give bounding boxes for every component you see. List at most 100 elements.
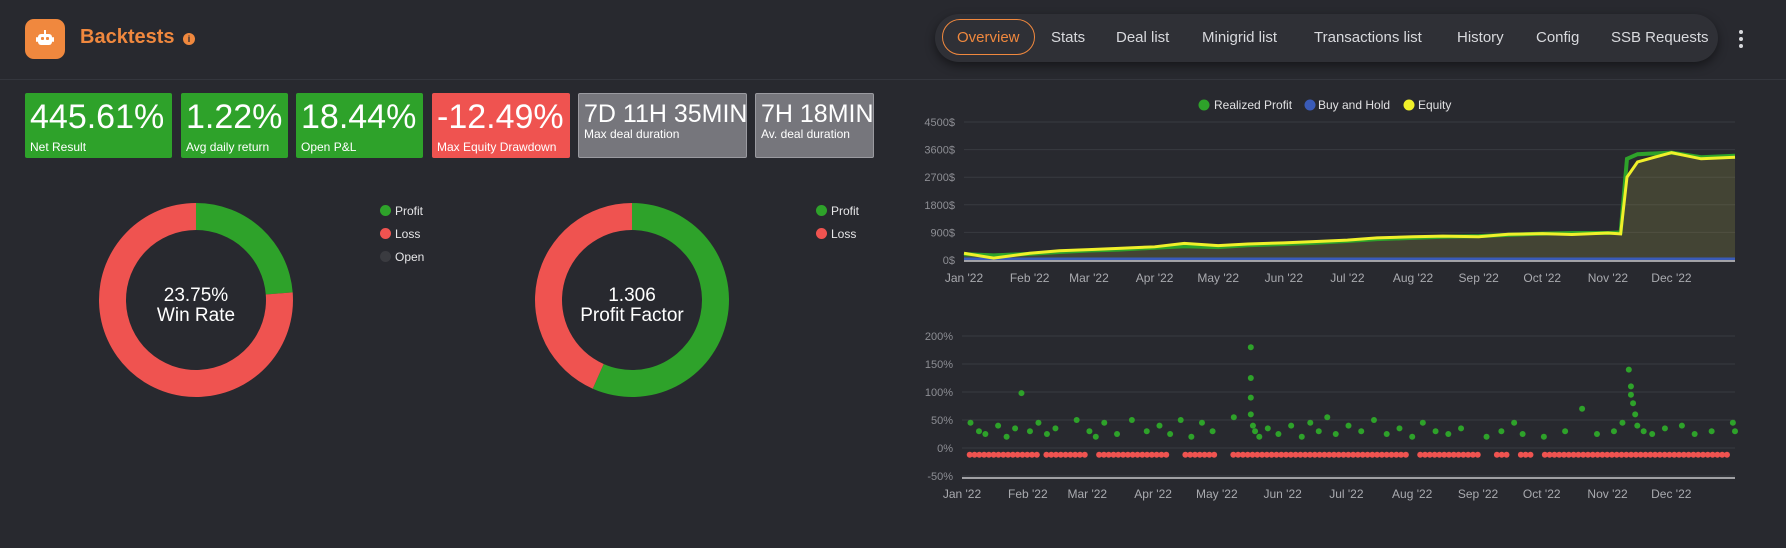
loss-point (1632, 451, 1639, 458)
loss-point (1043, 451, 1050, 458)
y-tick-label: 200% (925, 331, 953, 343)
loss-point (1690, 451, 1697, 458)
loss-point (1024, 451, 1031, 458)
tab-transactions-list[interactable]: Transactions list (1314, 29, 1422, 46)
loss-point (1608, 451, 1615, 458)
legend-label: Profit (831, 204, 860, 218)
loss-point (1364, 451, 1371, 458)
x-tick-label: Oct '22 (1523, 271, 1561, 285)
x-tick-label: Sep '22 (1458, 487, 1499, 501)
tab-deal-list[interactable]: Deal list (1116, 29, 1170, 46)
loss-point (1522, 451, 1529, 458)
x-tick-label: May '22 (1196, 487, 1238, 501)
legend-loss[interactable]: Loss (816, 227, 859, 250)
tab-stats[interactable]: Stats (1051, 29, 1086, 46)
legend-profit[interactable]: Profit (380, 204, 424, 227)
legend-dot (380, 228, 391, 239)
win-rate-value: 23.75% (163, 285, 229, 306)
profit-point (1252, 428, 1259, 435)
profit-point (1256, 433, 1263, 440)
y-tick-label: 1800$ (924, 200, 955, 212)
loss-point (1503, 451, 1510, 458)
profit-point (1018, 390, 1025, 397)
loss-point (1120, 451, 1127, 458)
loss-point (1680, 451, 1687, 458)
profit-point (1275, 431, 1282, 437)
profit-point (1579, 405, 1586, 412)
donut-profit-slice (592, 203, 729, 397)
profit-factor-legend: Profit Loss (816, 204, 859, 250)
loss-point (1105, 451, 1112, 458)
loss-point (971, 451, 978, 458)
loss-point (1321, 451, 1328, 458)
legend-profit[interactable]: Profit (816, 204, 859, 227)
loss-point (1723, 451, 1730, 458)
loss-point (1273, 451, 1280, 458)
loss-point (1196, 451, 1203, 458)
profit-point (1092, 433, 1099, 440)
loss-point (1206, 451, 1213, 458)
profit-point (1708, 428, 1715, 435)
loss-point (1076, 451, 1083, 458)
profit-factor-value: 1.306 (608, 285, 656, 306)
loss-point (1422, 451, 1429, 458)
loss-point (1278, 451, 1285, 458)
loss-point (1307, 451, 1314, 458)
loss-point (1575, 451, 1582, 458)
stat-open-pl: 18.44% Open P&L (296, 93, 423, 158)
y-tick-label: 900$ (931, 227, 955, 239)
legend-equity[interactable]: Equity (1418, 98, 1451, 112)
tab-ssb-requests[interactable]: SSB Requests (1611, 29, 1709, 46)
legend-loss[interactable]: Loss (380, 227, 424, 250)
profit-point (1052, 425, 1059, 432)
profit-point (1035, 419, 1042, 426)
profit-point (1732, 428, 1738, 435)
profit-point (1458, 425, 1465, 432)
loss-point (1695, 451, 1702, 458)
profit-point (967, 419, 974, 426)
loss-point (1134, 451, 1141, 458)
x-tick-label: Jul '22 (1330, 271, 1365, 285)
tab-history[interactable]: History (1457, 29, 1504, 46)
loss-point (1158, 451, 1165, 458)
loss-point (1656, 451, 1663, 458)
profit-point (1128, 417, 1135, 423)
profit-point (1073, 417, 1080, 423)
legend-open[interactable]: Open (380, 250, 424, 273)
loss-point (1618, 451, 1625, 458)
loss-point (1081, 451, 1088, 458)
legend-dot (380, 251, 391, 262)
loss-point (1546, 451, 1553, 458)
loss-point (1517, 451, 1524, 458)
loss-point (1359, 451, 1366, 458)
loss-point (1335, 451, 1342, 458)
info-icon[interactable]: i (183, 33, 195, 45)
loss-point (1465, 451, 1472, 458)
robot-logo-icon[interactable] (25, 19, 65, 59)
profit-point (1247, 375, 1254, 381)
legend-realized-profit[interactable]: Realized Profit (1214, 98, 1293, 112)
profit-point (1264, 425, 1271, 432)
legend-dot (1198, 99, 1210, 111)
loss-point (1565, 451, 1572, 458)
stat-label: Avg daily return (186, 140, 270, 154)
profit-point (1419, 419, 1426, 426)
loss-point (1498, 451, 1505, 458)
profit-point (975, 428, 982, 435)
stat-av-deal-duration: 7H 18MIN Av. deal duration (755, 93, 874, 158)
loss-point (1623, 451, 1630, 458)
loss-point (1005, 451, 1012, 458)
legend-buy-and-hold[interactable]: Buy and Hold (1318, 98, 1390, 112)
loss-point (1283, 451, 1290, 458)
profit-point (1307, 419, 1314, 426)
chart-legend: Realized Profit Buy and Hold Equity (1198, 98, 1451, 112)
tab-overview[interactable]: Overview (942, 19, 1035, 55)
tab-config[interactable]: Config (1536, 29, 1580, 46)
profit-point (1383, 431, 1390, 437)
profit-point (1247, 344, 1254, 351)
profit-point (1483, 433, 1490, 440)
tab-minigrid-list[interactable]: Minigrid list (1202, 29, 1278, 46)
kebab-menu-icon[interactable] (1733, 28, 1749, 50)
profit-point (1026, 428, 1033, 435)
profit-point (1396, 425, 1403, 432)
